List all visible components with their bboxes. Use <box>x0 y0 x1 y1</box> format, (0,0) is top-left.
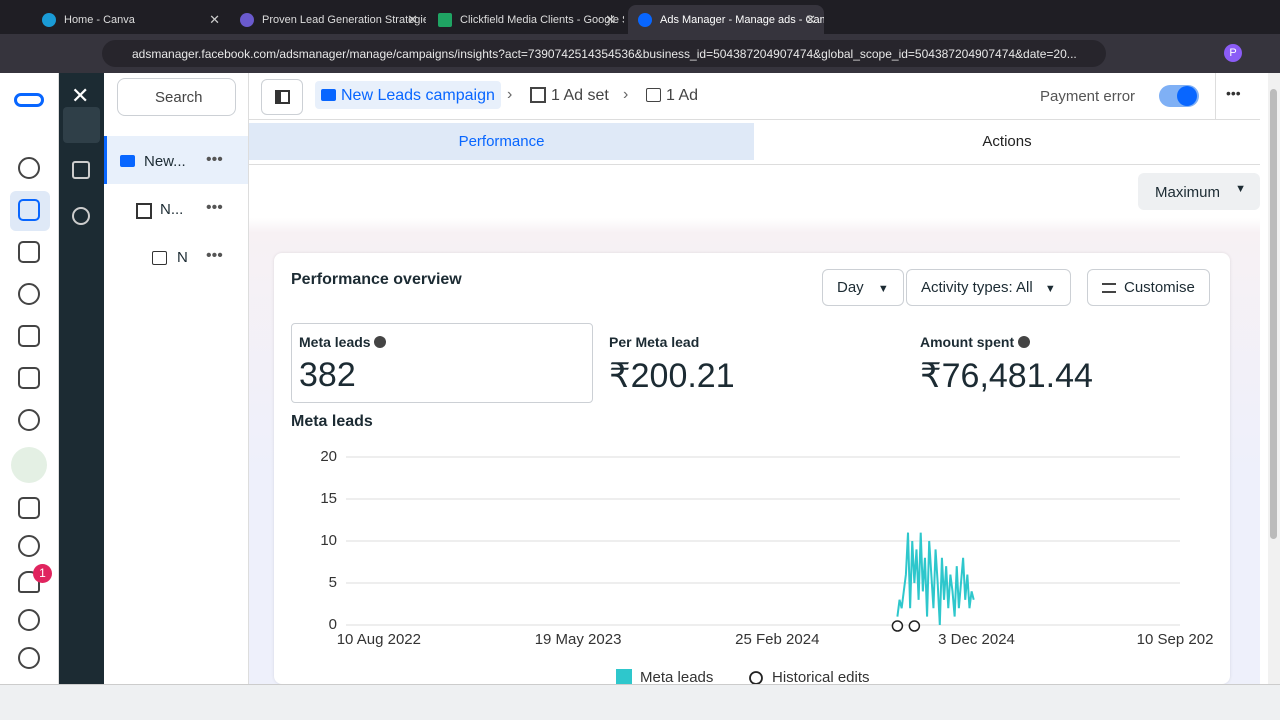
legend-label: Meta leads <box>640 669 713 684</box>
line <box>897 533 973 625</box>
x-tick-label: 3 Dec 2024 <box>938 631 1015 648</box>
y-tick-label: 15 <box>320 490 337 507</box>
y-tick-label: 5 <box>329 574 337 591</box>
legend-label: Historical edits <box>772 669 870 684</box>
bottom-bar <box>0 684 1280 720</box>
y-tick-label: 10 <box>320 532 337 549</box>
legend-edit-icon <box>750 672 762 684</box>
x-tick-label: 10 Aug 2022 <box>337 631 421 648</box>
x-tick-label: 19 May 2023 <box>535 631 622 648</box>
edit-marker <box>909 621 919 631</box>
chart: 0510152010 Aug 202219 May 202325 Feb 202… <box>0 0 1280 684</box>
legend-swatch <box>616 669 632 684</box>
edit-marker <box>892 621 902 631</box>
x-tick-label: 10 Sep 202 <box>1137 631 1214 648</box>
y-tick-label: 20 <box>320 448 337 465</box>
x-tick-label: 25 Feb 2024 <box>735 631 819 648</box>
